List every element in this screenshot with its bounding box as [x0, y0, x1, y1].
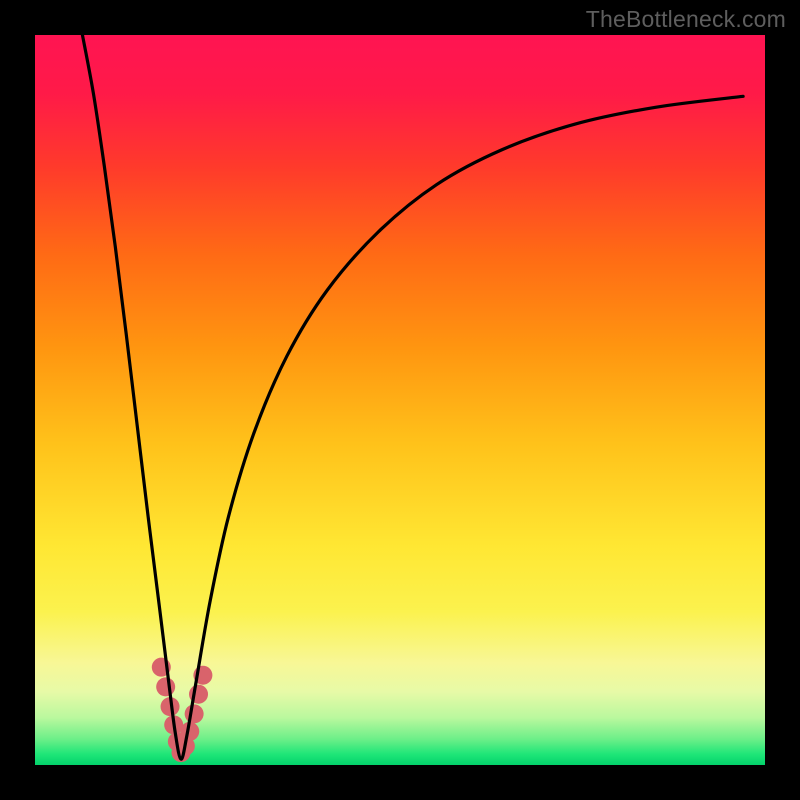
bottleneck-curve-chart: [0, 0, 800, 800]
curve-marker: [156, 677, 175, 696]
chart-gradient-background: [35, 35, 765, 765]
chart-stage: TheBottleneck.com: [0, 0, 800, 800]
curve-marker: [185, 704, 204, 723]
